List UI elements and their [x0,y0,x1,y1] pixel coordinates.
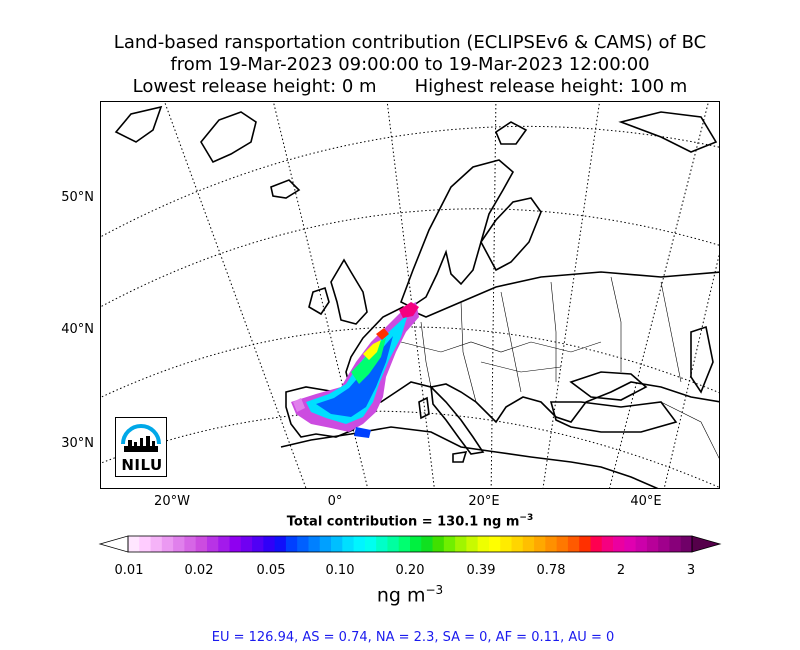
colorbar-cell [635,536,648,552]
map-svg [101,102,719,488]
region-breakdown: EU = 126.94, AS = 0.74, NA = 2.3, SA = 0… [211,630,615,645]
colorbar-cell [646,536,659,552]
colorbar-frame [127,535,693,553]
colorbar-cell [150,536,163,552]
colorbar-cell [624,536,636,552]
colorbar-cell [669,536,682,552]
lat-label-40n: 40°N [61,322,94,337]
colorbar-cell [658,536,670,552]
colorbar-tick-2: 0.05 [256,563,286,578]
colorbar-tick-7: 2 [616,563,626,578]
colorbar-cell [195,536,208,552]
colorbar-cell [590,536,603,552]
title-line-2: from 19-Mar-2023 09:00:00 to 19-Mar-2023… [170,54,650,75]
colorbar-cell [455,536,467,552]
colorbar-extend-low [98,535,129,553]
colorbar-cell [285,536,298,552]
lon-label-40e: 40°E [630,494,662,509]
coastlines [114,105,719,488]
colorbar-cell [342,536,354,552]
colorbar-cell [421,536,433,552]
colorbar-cell [353,536,366,552]
colorbar-cell [139,536,151,552]
colorbar-cell [206,536,219,552]
lon-label-20w: 20°W [154,494,190,509]
total-contribution: Total contribution = 130.1 ng m−3 [286,513,534,530]
colorbar-cell [252,536,264,552]
colorbar-cell [545,536,558,552]
colorbar-cell [410,536,422,552]
colorbar-cell [297,536,309,552]
colorbar-cell [579,536,591,552]
lat-label-30n: 30°N [61,436,94,451]
colorbar-cell [331,536,343,552]
colorbar-cell [488,536,501,552]
colorbar-tick-4: 0.20 [395,563,425,578]
map-panel [100,101,720,489]
colorbar-tick-6: 0.78 [536,563,566,578]
colorbar-cell [500,536,512,552]
colorbar-cell [319,536,332,552]
colorbar-cell [240,536,253,552]
colorbar-cell [184,536,197,552]
colorbar-cell [477,536,490,552]
colorbar-unit: ng m−3 [376,583,444,607]
lon-label-0: 0° [327,494,343,509]
graticule [101,102,719,488]
colorbar-cell [229,536,242,552]
colorbar-cell [263,536,276,552]
colorbar-cell [308,536,321,552]
colorbar-cell [274,536,287,552]
colorbar-cell [387,536,400,552]
country-borders [400,276,719,459]
colorbar-cell [398,536,411,552]
colorbar-tick-1: 0.02 [184,563,214,578]
colorbar-tick-3: 0.10 [325,563,355,578]
colorbar-cell [613,536,625,552]
colorbar-tick-0: 0.01 [114,563,144,578]
nilu-logo-text: NILU [121,456,163,474]
lat-label-50n: 50°N [61,190,94,205]
colorbar-cell [680,536,693,552]
colorbar-cell [567,536,580,552]
title-line-3: Lowest release height: 0 m Highest releas… [10,76,800,98]
colorbar-cell [511,536,524,552]
colorbar-cell [364,536,377,552]
colorbar-cell [601,536,614,552]
colorbar-cell [161,536,174,552]
colorbar-cell [556,536,569,552]
colorbar-cell [432,536,445,552]
lowest-release-height: Lowest release height: 0 m [132,76,377,97]
colorbar [98,535,722,553]
lon-label-20e: 20°E [468,494,500,509]
colorbar-cell [173,536,185,552]
nilu-logo: NILU [115,417,167,477]
colorbar-cell [128,536,140,552]
concentration-plume [291,302,419,438]
highest-release-height: Highest release height: 100 m [414,76,688,97]
colorbar-cell [466,536,479,552]
colorbar-cell [218,536,230,552]
colorbar-cell [443,536,456,552]
colorbar-tick-8: 3 [686,563,696,578]
colorbar-cell [534,536,546,552]
colorbar-cell [522,536,535,552]
colorbar-cell [376,536,388,552]
nilu-logo-graphic [121,424,161,452]
colorbar-tick-5: 0.39 [466,563,496,578]
colorbar-extend-high [691,535,722,553]
title-line-1: Land-based ransportation contribution (E… [113,32,707,53]
